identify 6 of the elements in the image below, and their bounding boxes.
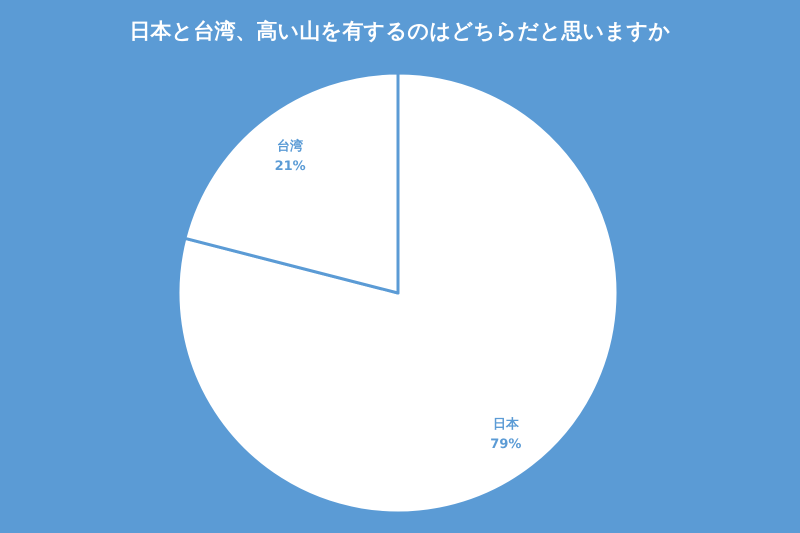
chart-title: 日本と台湾、高い山を有するのはどちらだと思いますか [130,19,670,43]
slice-label: 日本 [492,417,520,432]
data-label: 79% [490,437,522,452]
data-label: 21% [274,158,306,174]
pie-slice [176,72,620,514]
slice-label: 台湾 [277,138,304,154]
